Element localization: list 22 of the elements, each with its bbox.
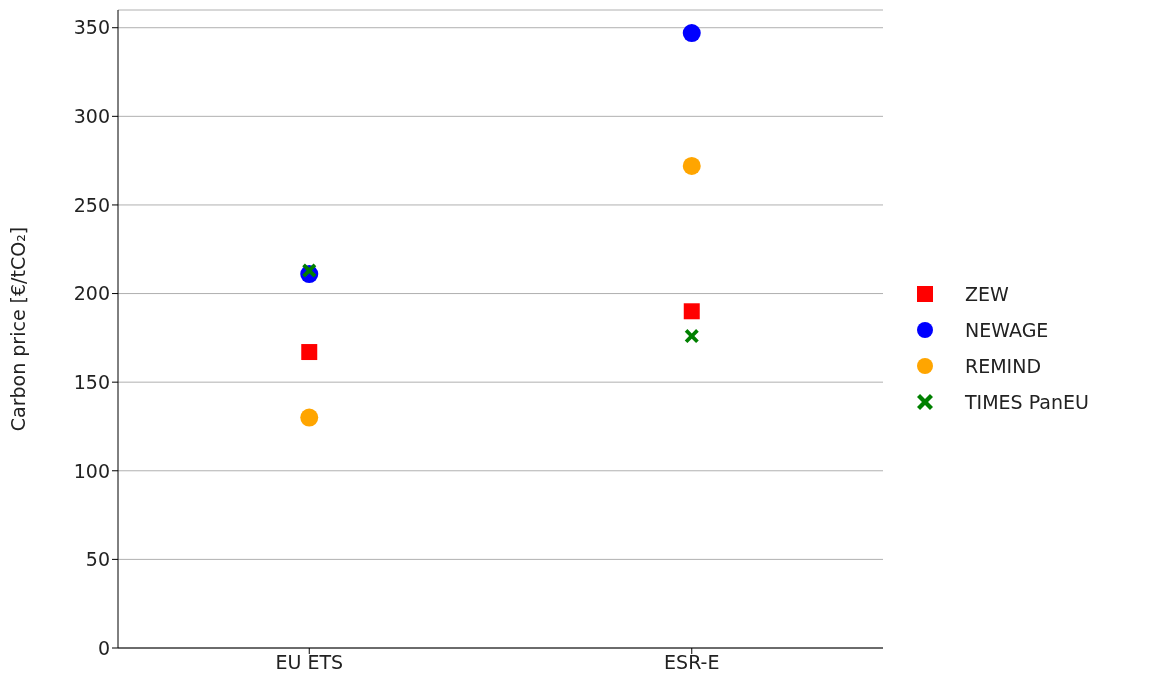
point (682, 156, 701, 175)
y-tick-label: 150 (73, 370, 110, 393)
y-tick-label: 200 (73, 282, 110, 305)
point (683, 303, 700, 320)
legend-label: TIMES PanEU (965, 391, 1089, 413)
x-tick-label: ESR-E (664, 651, 720, 674)
legend-label: NEWAGE (965, 319, 1049, 341)
y-tick-label: 250 (73, 193, 110, 216)
point (682, 24, 701, 43)
legend-label: ZEW (965, 283, 1009, 305)
point (684, 329, 699, 344)
y-axis-title: Carbon price [€/tCO₂] (6, 226, 29, 432)
y-tick-label: 300 (73, 105, 110, 128)
point (301, 344, 318, 361)
y-tick-label: 50 (85, 548, 110, 571)
y-tick-label: 0 (97, 636, 110, 659)
y-tick-label: 100 (73, 459, 110, 482)
legend-label: REMIND (965, 355, 1042, 377)
x-tick-label: EU ETS (275, 651, 344, 674)
point (300, 408, 319, 427)
point (302, 263, 317, 278)
y-tick-label: 350 (73, 16, 110, 39)
